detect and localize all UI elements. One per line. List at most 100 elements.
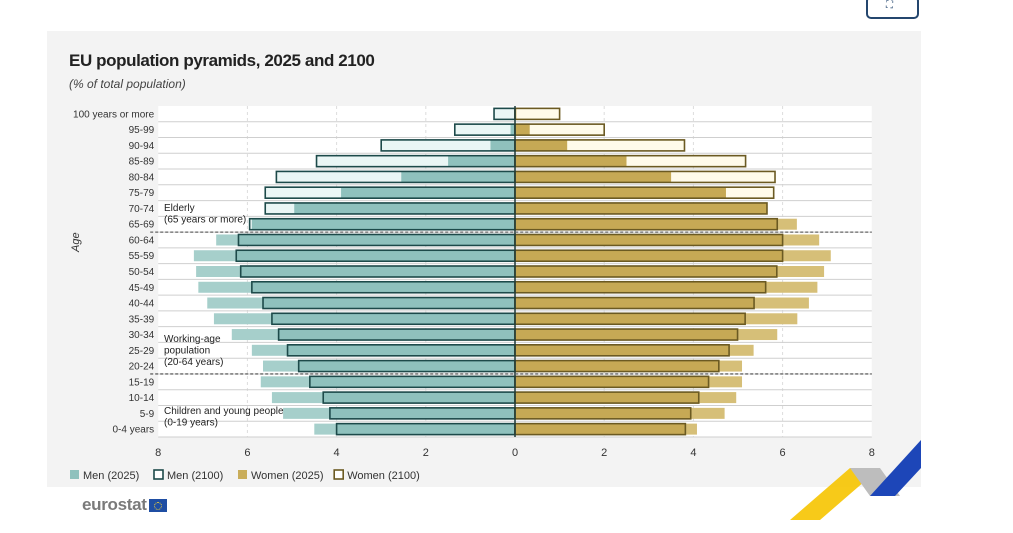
bar-men-overlap <box>336 423 515 435</box>
bar-men-overlap <box>251 218 516 230</box>
age-group-annotation: population <box>164 346 210 357</box>
age-label: 30-34 <box>129 330 155 341</box>
bar-men-2100-fill <box>454 124 515 136</box>
bar-women-overlap <box>515 344 730 356</box>
bar-men-overlap <box>448 155 515 167</box>
age-label: 55-59 <box>129 251 155 262</box>
age-group-annotation: Elderly <box>164 203 195 214</box>
eurostat-logo: eurostat <box>82 495 167 515</box>
bar-men-overlap <box>238 234 516 246</box>
age-label: 50-54 <box>129 267 155 278</box>
age-label: 100 years or more <box>73 109 155 120</box>
x-tick-label: 2 <box>423 447 429 459</box>
x-tick-label: 6 <box>780 447 786 459</box>
expand-icon: ⛶ <box>886 0 893 11</box>
bar-men-2100-fill <box>316 155 515 167</box>
x-tick-label: 8 <box>869 447 875 459</box>
age-label: 70-74 <box>129 204 155 215</box>
bar-men-overlap <box>298 360 515 372</box>
bar-men-overlap <box>271 313 515 325</box>
bar-men-overlap <box>323 392 515 404</box>
bar-men-overlap <box>294 202 515 214</box>
age-label: 90-94 <box>129 141 155 152</box>
age-group-annotation: Working-age <box>164 334 221 345</box>
legend-label: Men (2100) <box>167 470 223 482</box>
bar-women-2100-fill <box>515 155 746 167</box>
bar-women-overlap <box>515 234 783 246</box>
age-label: 5-9 <box>140 409 155 420</box>
age-group-annotation: Children and young people <box>164 406 284 417</box>
x-tick-label: 8 <box>155 447 161 459</box>
age-label: 85-89 <box>129 157 155 168</box>
bar-women-overlap <box>515 218 778 230</box>
age-label: 35-39 <box>129 314 155 325</box>
chart-title: EU population pyramids, 2025 and 2100 <box>69 51 374 70</box>
bar-men-overlap <box>287 344 515 356</box>
bar-men-overlap <box>263 297 515 309</box>
bar-men-overlap <box>236 250 515 262</box>
bar-men-overlap <box>341 187 515 199</box>
bar-women-2100-fill <box>515 124 605 136</box>
bar-men-overlap <box>490 139 515 151</box>
logo-text: eurostat <box>82 495 147 514</box>
bar-women-overlap <box>515 313 746 325</box>
legend-label: Women (2025) <box>251 470 324 482</box>
bar-women-overlap <box>515 297 755 309</box>
age-group-annotation: (65 years or more) <box>164 215 246 226</box>
bar-men-overlap <box>278 329 515 341</box>
age-label: 40-44 <box>129 299 155 310</box>
legend-swatch <box>70 470 79 479</box>
age-label: 95-99 <box>129 125 155 136</box>
bar-women-2100-fill <box>515 139 685 151</box>
bar-women-overlap <box>515 171 672 183</box>
bar-women-overlap <box>515 281 766 293</box>
age-label: 25-29 <box>129 346 155 357</box>
bar-men-2100-fill <box>381 139 515 151</box>
expand-button[interactable]: ⛶ <box>866 0 919 19</box>
bar-women-2100-fill <box>515 108 560 120</box>
age-label: 10-14 <box>129 393 155 404</box>
bar-men-overlap <box>401 171 515 183</box>
x-tick-label: 6 <box>244 447 250 459</box>
chart-subtitle: (% of total population) <box>69 77 186 91</box>
age-label: 60-64 <box>129 235 155 246</box>
age-group-annotation: (0-19 years) <box>164 418 218 429</box>
bar-women-overlap <box>515 423 686 435</box>
bar-men-overlap <box>329 407 515 419</box>
bar-men-overlap <box>240 266 515 277</box>
age-label: 20-24 <box>129 362 155 373</box>
age-label: 0-4 years <box>113 425 155 436</box>
bar-women-overlap <box>515 155 627 167</box>
bar-women-overlap <box>515 407 691 419</box>
bar-women-overlap <box>515 202 767 214</box>
bar-men-overlap <box>309 376 515 388</box>
x-tick-label: 2 <box>601 447 607 459</box>
bar-men-overlap <box>510 124 515 136</box>
bar-women-overlap <box>515 376 709 388</box>
bar-women-overlap <box>515 266 777 277</box>
bar-men-overlap <box>251 281 516 293</box>
bar-women-overlap <box>515 139 568 151</box>
age-label: 15-19 <box>129 377 155 388</box>
eu-flag-icon <box>148 498 167 512</box>
y-axis-label: Age <box>70 232 82 253</box>
x-tick-label: 4 <box>690 447 696 459</box>
x-tick-label: 0 <box>512 447 518 459</box>
bar-women-overlap <box>515 250 783 262</box>
age-label: 45-49 <box>129 283 155 294</box>
legend-label: Women (2100) <box>347 470 420 482</box>
age-label: 75-79 <box>129 188 155 199</box>
age-label: 80-84 <box>129 172 155 183</box>
bar-women-overlap <box>515 329 738 341</box>
legend-swatch <box>153 469 164 480</box>
decorative-stripe-yellow <box>790 468 880 520</box>
bar-men-2100-fill <box>276 171 515 183</box>
age-label: 65-69 <box>129 220 155 231</box>
bar-women-overlap <box>515 392 699 404</box>
legend-label: Men (2025) <box>83 470 139 482</box>
x-tick-label: 4 <box>334 447 340 459</box>
bar-men-2100-fill <box>494 108 515 120</box>
bar-women-overlap <box>515 187 726 199</box>
bar-women-overlap <box>515 124 530 136</box>
bar-women-overlap <box>515 360 719 372</box>
